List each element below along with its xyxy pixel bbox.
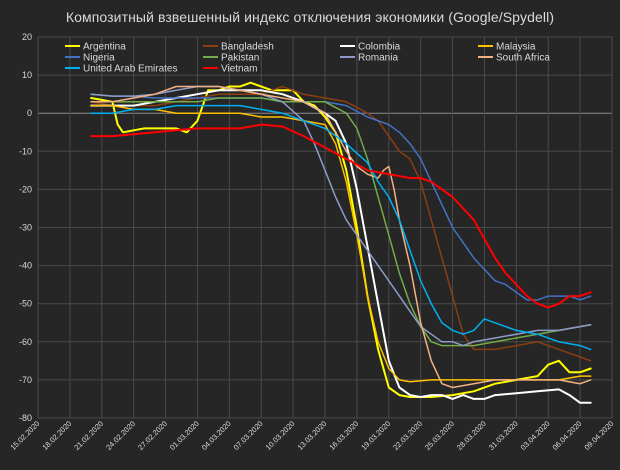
x-tick-label: 25.03.2020 [423,419,456,452]
x-tick-label: 24.02.2020 [104,419,137,452]
x-tick-label: 21.02.2020 [72,419,105,452]
x-tick-label: 13.03.2020 [296,419,329,452]
legend-label: Malaysia [496,42,536,53]
legend-label: United Arab Emirates [83,64,178,75]
y-tick-label: -40 [19,261,32,271]
y-tick-label: 0 [27,108,32,118]
x-axis-ticks: 15.02.202018.02.202021.02.202024.02.2020… [9,419,616,452]
x-tick-label: 31.03.2020 [487,419,520,452]
y-tick-label: -50 [19,299,32,309]
legend-label: South Africa [496,53,550,64]
y-axis-ticks: 20 10 0 -10 -20 -30 -40 -50 -60 -70 -80 [19,32,32,423]
legend-label: Bangladesh [221,42,274,53]
x-tick-label: 06.04.2020 [551,419,584,452]
y-tick-label: -10 [19,146,32,156]
x-tick-label: 03.04.2020 [519,419,552,452]
x-tick-label: 04.03.2020 [200,419,233,452]
y-tick-label: -30 [19,223,32,233]
y-tick-label: -20 [19,184,32,194]
x-tick-label: 19.03.2020 [359,419,392,452]
legend-label: Argentina [83,42,126,53]
x-tick-label: 22.03.2020 [391,419,424,452]
legend: Argentina Bangladesh Colombia Malaysia Niger… [65,42,550,75]
x-tick-label: 15.02.2020 [9,419,42,452]
gridlines [38,37,612,418]
legend-label: Pakistan [221,53,259,64]
legend-label: Nigeria [83,53,115,64]
x-tick-label: 01.03.2020 [168,419,201,452]
x-tick-label: 28.03.2020 [455,419,488,452]
x-tick-label: 16.03.2020 [327,419,360,452]
y-tick-label: -80 [19,413,32,423]
y-tick-label: 10 [22,70,32,80]
y-tick-label: -60 [19,337,32,347]
y-tick-label: -70 [19,375,32,385]
legend-label: Romania [358,53,398,64]
legend-label: Vietnam [221,64,258,75]
legend-label: Colombia [358,42,401,53]
x-tick-label: 18.02.2020 [40,419,73,452]
x-tick-label: 10.03.2020 [264,419,297,452]
y-tick-label: 20 [22,32,32,42]
x-tick-label: 27.02.2020 [136,419,169,452]
x-tick-label: 07.03.2020 [232,419,265,452]
x-tick-label: 09.04.2020 [583,419,616,452]
